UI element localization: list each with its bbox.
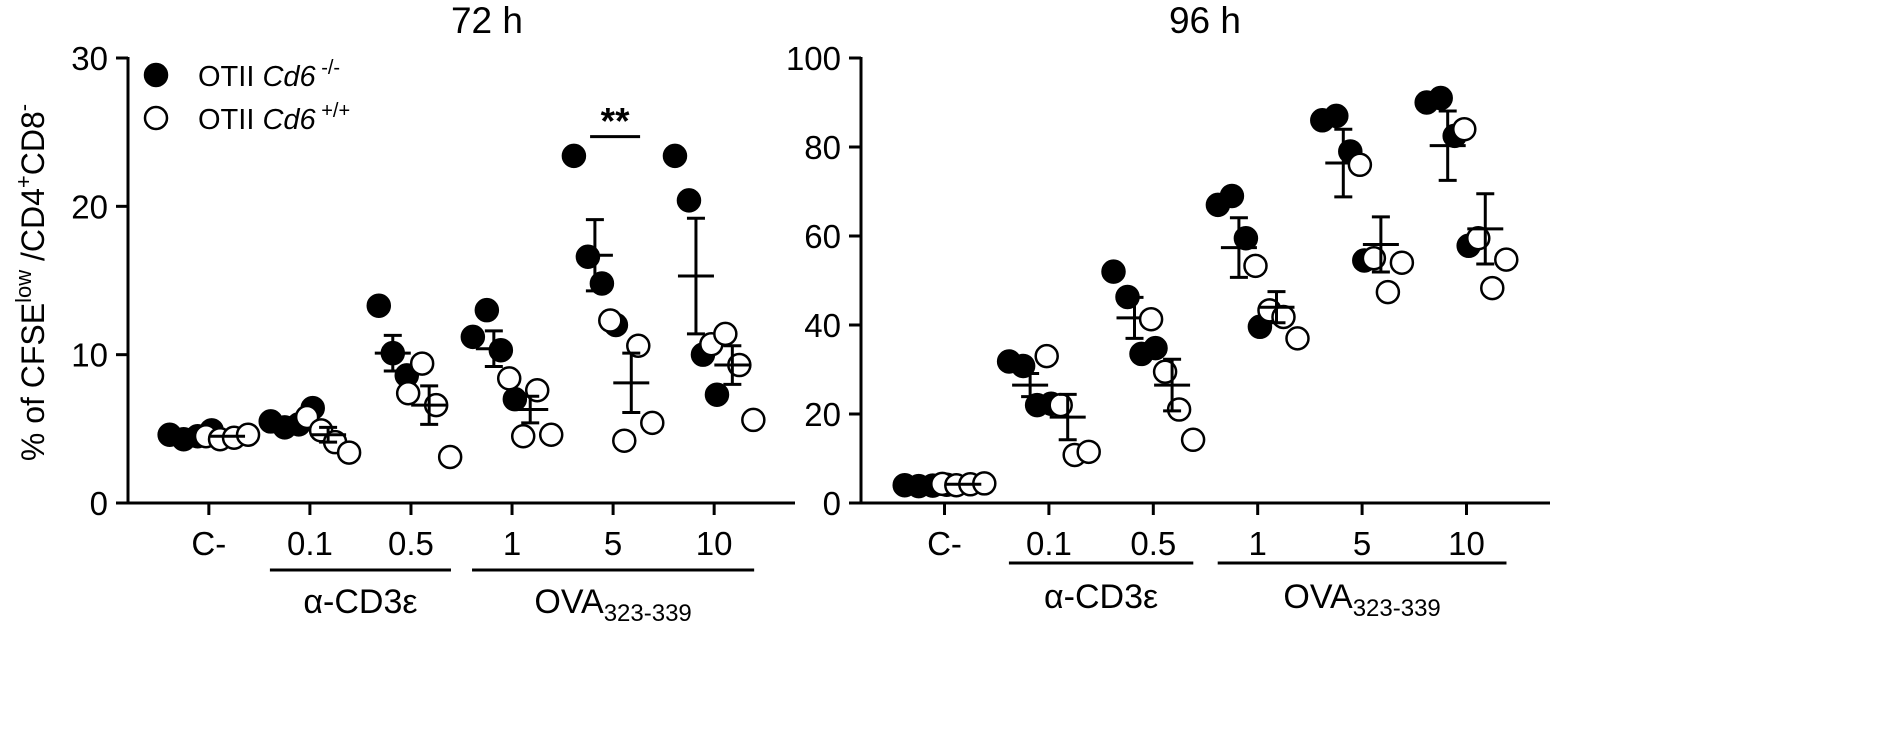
data-point xyxy=(437,444,463,470)
data-point xyxy=(1285,326,1310,351)
x-tick-label: 5 xyxy=(604,525,622,562)
legend-label: OTII xyxy=(198,61,262,93)
y-tick-label: 100 xyxy=(786,40,841,77)
y-tick-label: 10 xyxy=(71,337,108,374)
legend-label: OTII xyxy=(198,104,262,136)
data-point xyxy=(502,386,528,412)
y-tick-label: 0 xyxy=(823,485,841,522)
data-point xyxy=(1452,116,1477,142)
y-tick-label: 0 xyxy=(90,485,108,522)
data-point xyxy=(1375,279,1401,305)
data-point xyxy=(662,143,688,169)
x-tick-label: 0.5 xyxy=(1130,525,1176,562)
ylabel-part: % of CFSE xyxy=(15,303,51,461)
group-label-main: OVA xyxy=(1283,578,1353,616)
group-label: OVA323-339 xyxy=(534,583,691,627)
y-tick-label: 60 xyxy=(804,218,841,255)
x-tick-label: 1 xyxy=(1249,525,1267,562)
data-point xyxy=(561,143,587,169)
y-tick-label: 40 xyxy=(804,307,841,344)
y-tick-label: 20 xyxy=(804,396,841,433)
data-point xyxy=(1138,306,1164,332)
data-point xyxy=(676,188,702,213)
y-tick-label: 80 xyxy=(804,129,841,166)
data-point xyxy=(1219,183,1245,209)
ylabel-part: /CD4 xyxy=(15,188,51,270)
legend-entry: OTII Cd6 +/+ xyxy=(198,100,350,136)
y-axis-label: % of CFSElow /CD4+CD8- xyxy=(11,104,51,461)
legend-marker-open xyxy=(143,105,169,131)
data-point xyxy=(460,324,486,350)
data-point xyxy=(395,380,421,406)
data-point xyxy=(704,382,730,407)
group-label-sub: 323-339 xyxy=(1353,595,1441,622)
data-point xyxy=(626,333,651,359)
data-point xyxy=(510,424,536,449)
data-point xyxy=(1034,343,1059,369)
data-point xyxy=(1347,152,1373,178)
group-label: α-CD3ε xyxy=(1044,578,1158,616)
data-point xyxy=(598,308,623,333)
x-tick-label: 0.1 xyxy=(1026,525,1072,562)
data-point xyxy=(1010,353,1036,379)
data-point xyxy=(496,366,522,391)
data-point xyxy=(1180,427,1206,453)
group-label-sub: 323-339 xyxy=(604,600,692,627)
ylabel-sup: - xyxy=(11,104,36,111)
data-point xyxy=(1243,253,1268,279)
legend-label-italic: Cd6 xyxy=(262,104,316,136)
legend-entry: OTII Cd6 -/- xyxy=(198,57,340,93)
series-cd6-wt xyxy=(193,308,766,470)
ylabel-sup: low xyxy=(11,270,36,303)
group-label-main: α-CD3ε xyxy=(303,583,417,621)
data-point xyxy=(1480,275,1505,301)
chart-panel-96h: 96 h 0 20 40 60 80 100 C- 0.1 0.5 1 5 10 α-CD3ε OVA323… xyxy=(786,0,1550,622)
data-point xyxy=(741,407,766,433)
x-tick-label: 5 xyxy=(1353,525,1371,562)
legend-label-sup: -/- xyxy=(316,57,340,79)
data-point xyxy=(1101,259,1126,284)
data-point xyxy=(538,422,564,448)
x-tick-label: 10 xyxy=(696,525,733,562)
x-tick-label: 1 xyxy=(503,525,521,562)
x-tick-label: C- xyxy=(191,525,226,562)
group-label: α-CD3ε xyxy=(303,583,417,621)
y-tick-label: 20 xyxy=(71,188,108,225)
data-point xyxy=(366,293,392,318)
x-tick-label: C- xyxy=(927,525,962,562)
group-label: OVA323-339 xyxy=(1283,578,1440,622)
data-point xyxy=(1324,103,1349,129)
data-point xyxy=(1494,247,1519,272)
ylabel-part: CD8 xyxy=(15,111,51,175)
legend-label-sup: +/+ xyxy=(316,100,350,122)
data-point xyxy=(1076,439,1101,465)
series-cd6-wt xyxy=(930,116,1519,498)
data-point xyxy=(336,440,362,465)
data-point xyxy=(640,410,665,436)
data-point xyxy=(1428,85,1453,111)
significance-label: ** xyxy=(601,101,630,142)
data-point xyxy=(713,321,738,347)
chart-panel-72h: 72 h 0 10 20 30 C- 0.1 0.5 1 5 10 α-CD3ε OVA323-339%… xyxy=(11,0,795,627)
legend-marker-filled xyxy=(143,62,169,88)
x-tick-label: 0.5 xyxy=(388,525,434,562)
ylabel-sup: + xyxy=(11,175,36,188)
x-tick-label: 0.1 xyxy=(287,525,333,562)
legend-label-italic: Cd6 xyxy=(262,61,316,93)
data-point xyxy=(474,297,500,323)
chart-title: 96 h xyxy=(1169,0,1241,41)
chart-title: 72 h xyxy=(451,0,523,41)
data-point xyxy=(1389,250,1415,275)
group-label-main: α-CD3ε xyxy=(1044,578,1158,616)
data-point xyxy=(612,428,637,453)
y-tick-label: 30 xyxy=(71,40,108,77)
data-point xyxy=(1143,335,1168,361)
x-tick-label: 10 xyxy=(1448,525,1485,562)
data-point xyxy=(409,351,435,376)
group-label-main: OVA xyxy=(534,583,604,621)
